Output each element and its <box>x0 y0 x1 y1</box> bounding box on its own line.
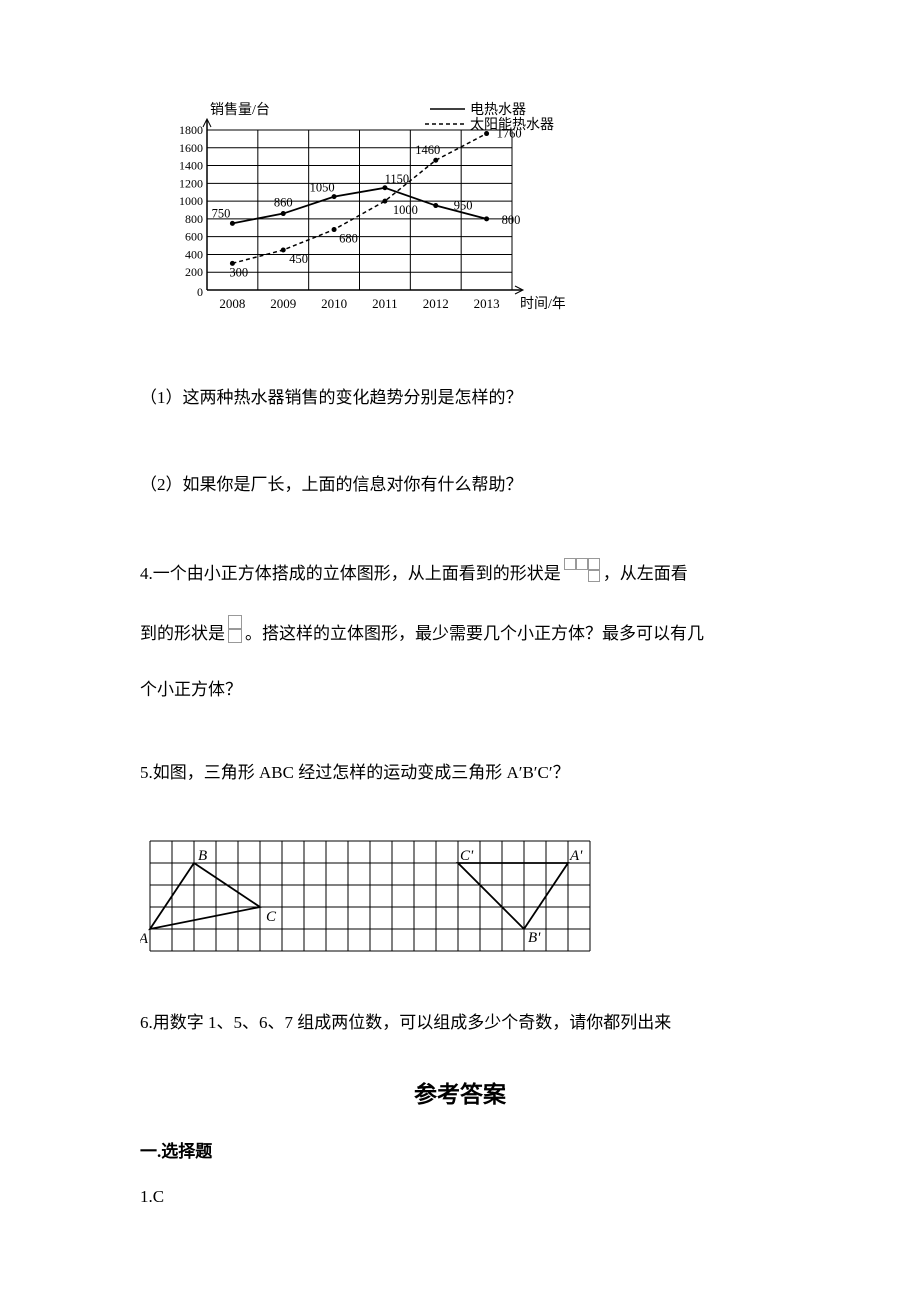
q4-text-5: 个小正方体？ <box>140 676 780 703</box>
question-1-sub2: （2）如果你是厂长，上面的信息对你有什么帮助？ <box>140 471 780 498</box>
svg-text:860: 860 <box>274 196 293 210</box>
svg-text:800: 800 <box>502 213 521 227</box>
x-axis-label: 时间/年 <box>520 296 565 312</box>
y-axis-label: 销售量/台 <box>210 102 270 118</box>
answer-title: 参考答案 <box>140 1077 780 1114</box>
answer-1: 1.C <box>140 1183 780 1210</box>
svg-text:2011: 2011 <box>372 296 398 311</box>
svg-text:1600: 1600 <box>179 141 203 155</box>
question-4-line1: 4.一个由小正方体搭成的立体图形，从上面看到的形状是 ，从左面看 <box>140 558 780 590</box>
sales-chart: 销售量/台 电热水器 太阳能热水器 2004006008001000120014… <box>165 100 780 334</box>
legend-solid: 电热水器 <box>470 102 526 118</box>
svg-text:600: 600 <box>185 230 203 244</box>
question-4-line2: 到的形状是 。搭这样的立体图形，最少需要几个小正方体？最多可以有几 <box>140 615 780 651</box>
svg-text:1400: 1400 <box>179 159 203 173</box>
svg-text:1000: 1000 <box>179 194 203 208</box>
svg-text:800: 800 <box>185 212 203 226</box>
svg-text:1200: 1200 <box>179 176 203 190</box>
svg-text:200: 200 <box>185 265 203 279</box>
svg-text:0: 0 <box>197 285 203 299</box>
svg-text:300: 300 <box>229 265 248 279</box>
svg-text:1460: 1460 <box>415 143 440 157</box>
question-1-sub1: （1）这两种热水器销售的变化趋势分别是怎样的？ <box>140 384 780 411</box>
triangle-grid: A B C C' A' B' <box>140 831 780 970</box>
svg-text:680: 680 <box>339 232 358 246</box>
answer-section-label: 一.选择题 <box>140 1138 780 1165</box>
svg-text:2013: 2013 <box>474 296 500 311</box>
svg-text:1760: 1760 <box>497 127 522 141</box>
svg-text:C: C <box>266 909 277 925</box>
svg-text:2009: 2009 <box>270 296 296 311</box>
svg-text:2012: 2012 <box>423 296 449 311</box>
svg-text:B': B' <box>528 930 541 946</box>
left-view-shape <box>228 615 242 651</box>
line-chart-svg: 销售量/台 电热水器 太阳能热水器 2004006008001000120014… <box>165 100 565 325</box>
svg-text:B: B <box>198 848 207 864</box>
svg-text:1000: 1000 <box>393 203 418 217</box>
svg-text:2010: 2010 <box>321 296 347 311</box>
question-5-text: 5.如图，三角形 ABC 经过怎样的运动变成三角形 A′B′C′？ <box>140 759 780 786</box>
svg-text:400: 400 <box>185 247 203 261</box>
svg-text:A': A' <box>569 848 583 864</box>
svg-text:750: 750 <box>212 206 231 220</box>
q4-text-1: 4.一个由小正方体搭成的立体图形，从上面看到的形状是 <box>140 560 561 587</box>
svg-text:450: 450 <box>289 252 308 266</box>
q4-text-4: 。搭这样的立体图形，最少需要几个小正方体？最多可以有几 <box>245 620 704 647</box>
svg-text:1800: 1800 <box>179 123 203 137</box>
top-view-shape <box>564 558 600 590</box>
q4-text-3: 到的形状是 <box>140 620 225 647</box>
svg-text:2008: 2008 <box>219 296 245 311</box>
svg-text:A: A <box>140 931 149 947</box>
svg-text:950: 950 <box>454 199 473 213</box>
q4-text-2: ，从左面看 <box>603 560 688 587</box>
svg-text:1050: 1050 <box>310 181 335 195</box>
question-6-text: 6.用数字 1、5、6、7 组成两位数，可以组成多少个奇数，请你都列出来 <box>140 1009 780 1036</box>
svg-text:C': C' <box>460 848 474 864</box>
triangle-svg: A B C C' A' B' <box>140 831 600 961</box>
